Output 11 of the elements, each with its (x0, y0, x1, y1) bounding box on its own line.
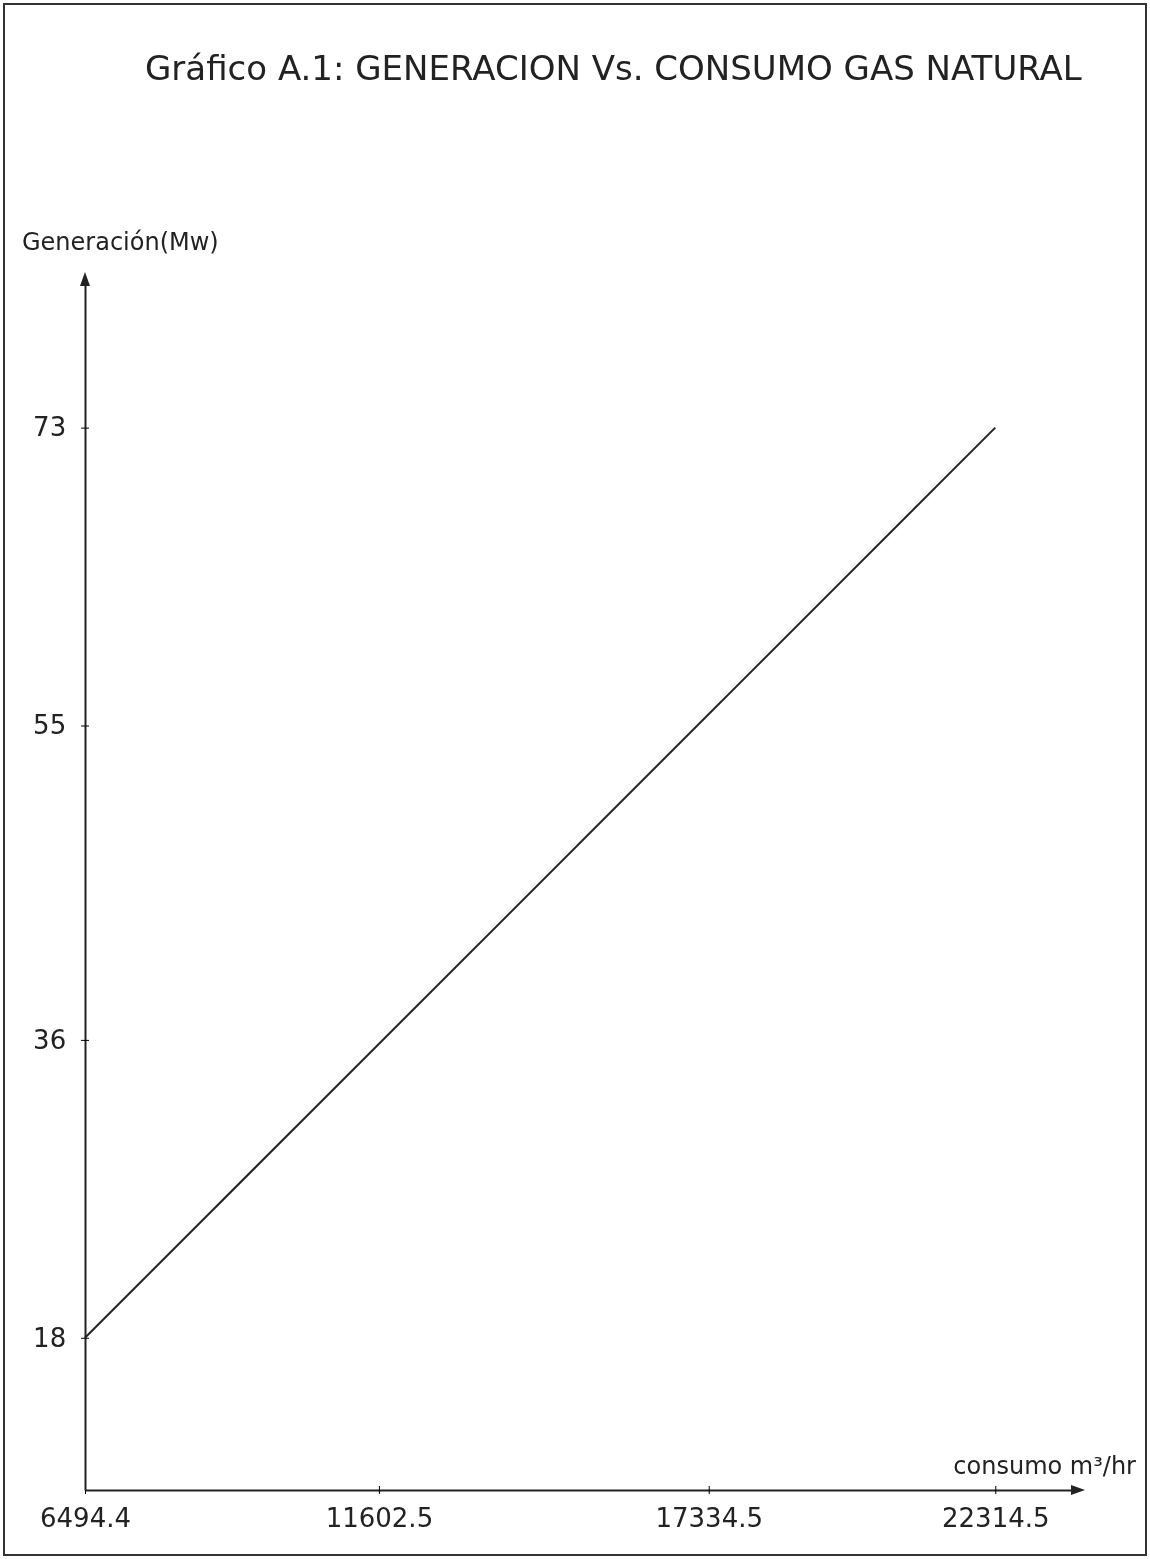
x-tick-label: 11602.5 (325, 1503, 434, 1533)
y-tick-label: 73 (33, 412, 67, 443)
y-axis-title: Generación(Mw) (22, 228, 219, 256)
x-axis-title: consumo m³/hr (953, 1452, 1137, 1480)
y-tick-label: 18 (33, 1322, 67, 1353)
y-tick-label: 55 (33, 710, 67, 741)
y-tick-label: 36 (33, 1024, 67, 1055)
x-tick-label: 17334.5 (655, 1503, 763, 1533)
x-tick-label: 6494.4 (40, 1503, 131, 1533)
chart-title: Gráfico A.1: GENERACION Vs. CONSUMO GAS NATURAL (145, 48, 1082, 88)
x-tick-label: 22314.5 (942, 1503, 1050, 1533)
